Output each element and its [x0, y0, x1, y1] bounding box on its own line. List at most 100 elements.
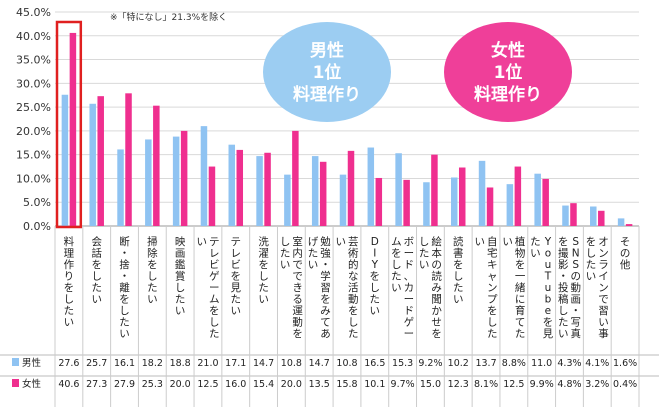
bar-male	[478, 160, 486, 226]
table-cell: 16.5	[364, 358, 385, 369]
y-axis-ticks: 0.0% 5.0% 10.0% 15.0% 20.0% 25.0% 30.0% 35.0% 40…	[16, 6, 51, 233]
bar-female	[375, 177, 383, 226]
category-char: 物	[515, 247, 526, 260]
category-char: ・	[119, 271, 130, 283]
bar-male	[506, 184, 514, 226]
category-char: 育	[515, 304, 526, 317]
category-char: ・	[570, 305, 581, 317]
category-char: い	[475, 236, 486, 248]
category-char: た	[119, 317, 130, 329]
category-char: ム	[391, 236, 402, 248]
category-char: し	[119, 305, 130, 317]
category-char: Y	[544, 236, 552, 248]
category-char: あ	[320, 328, 331, 340]
category-char: し	[258, 271, 269, 283]
category-char: い	[147, 294, 158, 306]
category-char: に	[515, 294, 526, 306]
category-char: ド	[404, 259, 415, 271]
table-cell: 25.7	[86, 358, 107, 369]
highlight-rect	[55, 20, 83, 229]
bar-female	[486, 187, 494, 226]
table-cell: 1.6%	[613, 358, 637, 369]
bar-male	[61, 94, 69, 226]
category-char: い	[308, 259, 319, 271]
category-char: い	[558, 328, 569, 340]
category-char: た	[586, 259, 597, 271]
category-char: を	[586, 236, 597, 248]
category-char: 捨	[119, 258, 130, 271]
table-cell: 12.5	[197, 379, 218, 390]
category-char: 書	[453, 247, 464, 260]
table-cell: 3.2%	[585, 379, 609, 390]
category-char: テ	[231, 236, 242, 248]
category-char: み	[431, 282, 442, 294]
category-char: い	[530, 248, 541, 260]
category-char: き	[292, 282, 303, 294]
category-char: い	[280, 259, 291, 271]
category-char: の	[620, 248, 631, 260]
category-char: を	[431, 328, 442, 340]
table-cell: 27.3	[86, 379, 107, 390]
category-char: 室	[292, 235, 303, 248]
callout-text: 料理作り	[293, 84, 361, 105]
category-char: た	[64, 305, 75, 317]
y-tick-label: 40.0%	[16, 30, 51, 43]
category-char: ャ	[487, 271, 498, 283]
category-char: を	[543, 317, 554, 329]
table-cell: 14.7	[253, 358, 274, 369]
category-char: か	[431, 305, 442, 317]
category-char: し	[558, 305, 569, 317]
y-tick-label: 5.0%	[23, 196, 51, 209]
table-cell: 12.3	[448, 379, 469, 390]
category-char: た	[530, 236, 541, 248]
category-char: ビ	[209, 259, 220, 271]
table-cell: 9.7%	[391, 379, 415, 390]
category-char: の	[570, 271, 581, 283]
category-char: し	[391, 259, 402, 271]
category-char: 見	[231, 282, 242, 294]
bar-male	[200, 126, 208, 226]
table-cell: 10.8	[281, 358, 302, 369]
category-char: せ	[431, 317, 442, 329]
category-char: を	[370, 271, 381, 283]
category-char: ン	[598, 248, 609, 260]
category-char: 的	[348, 258, 359, 271]
category-char: 料	[64, 235, 75, 248]
category-char: た	[348, 328, 359, 340]
category-char: ・	[119, 248, 130, 260]
category-char: o	[545, 248, 551, 260]
table-cell: 15.3	[392, 358, 413, 369]
category-char: り	[64, 271, 75, 283]
bar-male	[117, 149, 124, 226]
bar-male	[423, 182, 430, 226]
category-char: を	[487, 305, 498, 317]
category-char: I	[373, 248, 376, 260]
category-char: を	[231, 271, 242, 283]
category-char: 絵	[431, 235, 442, 248]
category-char: を	[147, 259, 158, 271]
category-char: 強	[320, 247, 331, 260]
category-char: を	[558, 236, 569, 248]
category-char: い	[453, 294, 464, 306]
category-char: N	[572, 248, 580, 260]
category-char: ビ	[231, 259, 242, 271]
bar-female	[69, 32, 77, 227]
category-char: ゲ	[209, 271, 220, 283]
data-table: 男性 27.6 25.7 16.1 18.2 18.8 21.0 17.1 14.7 10.8 14…	[0, 226, 659, 407]
bar-female	[458, 167, 466, 226]
table-cell: 10.8	[336, 358, 357, 369]
bar-male	[284, 174, 291, 226]
category-char: い	[598, 317, 609, 329]
category-char: し	[147, 271, 158, 283]
category-char: 離	[119, 281, 130, 294]
table-cell: 4.3%	[557, 358, 581, 369]
category-char: ー	[404, 294, 415, 306]
category-char: 、	[404, 271, 415, 283]
category-char: 稿	[558, 293, 569, 306]
category-char: ー	[404, 328, 415, 340]
category-char: を	[292, 328, 303, 340]
